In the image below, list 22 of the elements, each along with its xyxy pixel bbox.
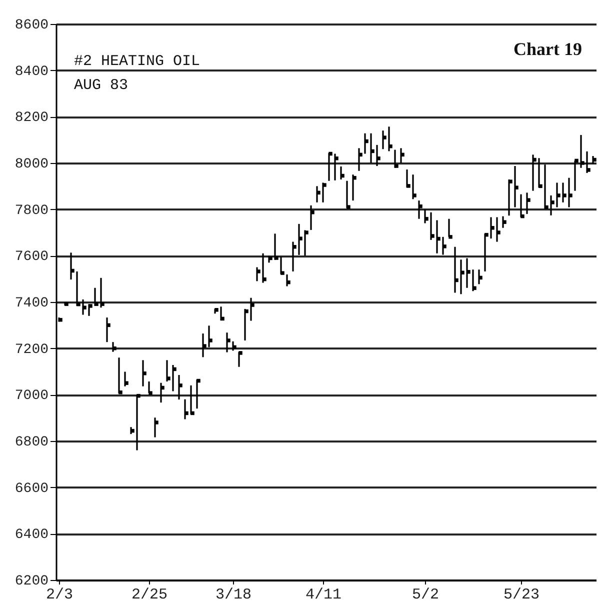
- y-tick-label: 7600: [14, 249, 48, 266]
- text: AUG 83: [74, 77, 128, 94]
- y-tick-label: 8600: [14, 18, 48, 34]
- y-tick-label: 8400: [14, 64, 48, 80]
- y-tick-label: 6200: [14, 574, 48, 590]
- x-tick-label: 5/23: [503, 586, 540, 602]
- x-tick-label: 2/25: [131, 586, 168, 602]
- x-tick-label: 5/2: [412, 586, 440, 602]
- y-tick-label: 7800: [14, 202, 48, 219]
- y-tick-label: 7400: [14, 296, 48, 312]
- y-tick-label: 7000: [14, 388, 48, 404]
- annotation: Chart 19: [514, 39, 582, 59]
- text: #2 HEATING OIL: [74, 53, 200, 70]
- x-tick-label: 4/11: [305, 586, 342, 602]
- x-tick-label: 3/18: [215, 586, 252, 602]
- y-tick-label: 8200: [14, 110, 48, 126]
- y-tick-label: 8000: [14, 156, 48, 172]
- y-tick-label: 6400: [14, 527, 48, 544]
- x-tick-label: 2/3: [46, 586, 74, 602]
- y-tick-label: 7200: [14, 342, 48, 358]
- y-tick-label: 6800: [14, 434, 48, 450]
- y-tick-label: 6600: [14, 480, 48, 497]
